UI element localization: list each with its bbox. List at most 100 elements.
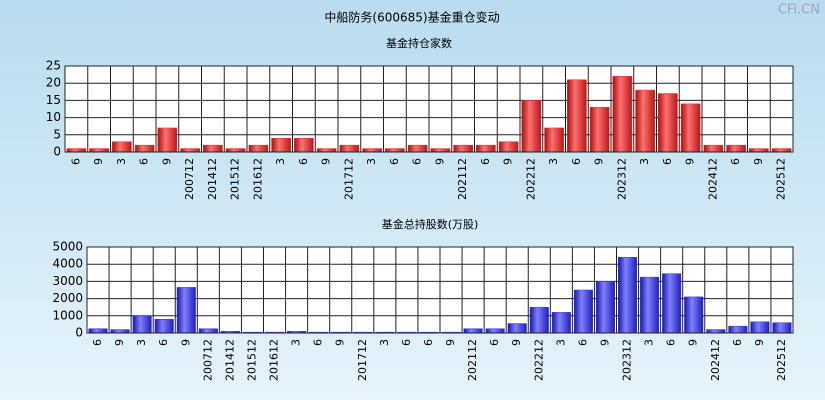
x-tick-label: 201612 [268,339,281,381]
x-tick-label: 9 [510,339,523,346]
x-tick-label: 3 [554,339,567,346]
y-tick-label: 5000 [52,240,83,254]
x-tick-label: 9 [113,339,126,346]
x-tick-label: 3 [365,158,378,165]
bar [339,144,360,153]
bar [248,144,269,153]
bar [771,148,792,153]
x-tick-label: 201412 [223,339,236,381]
bar [573,289,593,334]
x-tick-label: 201712 [356,339,369,381]
x-tick-label: 9 [160,158,173,165]
x-tick-label: 6 [388,158,401,165]
bar [154,318,174,334]
x-tick-label: 202412 [709,339,722,381]
y-tick-label: 5 [53,127,61,141]
x-tick-label: 6 [665,339,678,346]
x-tick-label: 201412 [206,158,219,200]
page-title: 中船防务(600685)基金重仓变动 [324,10,499,25]
bar [110,329,130,334]
x-tick-label: 3 [274,158,287,165]
bar [198,328,218,334]
bar [176,287,196,334]
x-tick-label: 6 [411,158,424,165]
bar [112,141,132,153]
chart-title: 基金总持股数(万股) [382,217,479,231]
bar [750,321,770,334]
x-tick-label: 202112 [466,339,479,381]
bar [529,306,549,334]
bar [658,93,678,153]
bar [485,328,505,334]
x-tick-label: 9 [752,158,765,165]
y-tick-label: 0 [75,326,83,340]
x-tick-label: 201512 [245,339,258,381]
x-tick-label: 200712 [183,158,196,200]
bar [640,276,660,334]
x-tick-label: 6 [400,339,413,346]
bar [88,328,108,334]
x-tick-label: 6 [570,158,583,165]
x-tick-label: 202212 [524,158,537,200]
x-tick-label: 202312 [621,339,634,381]
x-tick-label: 6 [479,158,492,165]
bar [203,144,223,153]
x-tick-label: 3 [378,339,391,346]
x-tick-label: 202512 [775,339,788,381]
bar [551,312,571,334]
y-tick-label: 15 [46,93,61,107]
x-tick-label: 9 [92,158,105,165]
x-tick-label: 200712 [201,339,214,381]
y-tick-label: 25 [46,59,61,73]
bar [680,103,701,153]
bar [507,323,527,334]
x-tick-label: 202512 [775,158,788,200]
x-tick-label: 9 [433,158,446,165]
bar [453,144,473,153]
bar [684,296,704,334]
bar [544,127,564,153]
x-tick-label: 9 [753,339,766,346]
y-tick-label: 1000 [52,308,83,322]
x-tick-label: 9 [593,158,606,165]
bar [66,148,87,153]
x-tick-label: 6 [138,158,151,165]
bar [726,144,746,153]
x-tick-label: 201612 [251,158,264,200]
bar [476,144,496,153]
bar [662,273,682,334]
bar [567,79,587,153]
x-tick-label: 9 [687,339,700,346]
x-tick-label: 6 [576,339,589,346]
bar [385,148,405,153]
y-tick-label: 20 [46,76,61,90]
bar [294,137,314,153]
x-tick-label: 3 [547,158,560,165]
x-tick-label: 6 [731,339,744,346]
x-tick-label: 6 [729,158,742,165]
bar [635,89,655,153]
x-tick-label: 9 [320,158,333,165]
bar [595,281,615,334]
bar [271,137,291,153]
x-tick-label: 6 [422,339,435,346]
x-tick-label: 6 [297,158,310,165]
bar [316,148,337,153]
bar [407,144,428,153]
bar [180,148,200,153]
bar [89,148,109,153]
y-tick-label: 0 [53,145,61,159]
x-tick-label: 3 [290,339,303,346]
bar [225,148,246,153]
bar [430,148,451,153]
watermark: CFi.CN [778,3,820,18]
x-tick-label: 9 [502,158,515,165]
x-tick-label: 3 [638,158,651,165]
bar [749,148,769,153]
x-tick-label: 202412 [706,158,719,200]
x-tick-label: 202212 [532,339,545,381]
bar [728,325,748,334]
bar [362,148,382,153]
